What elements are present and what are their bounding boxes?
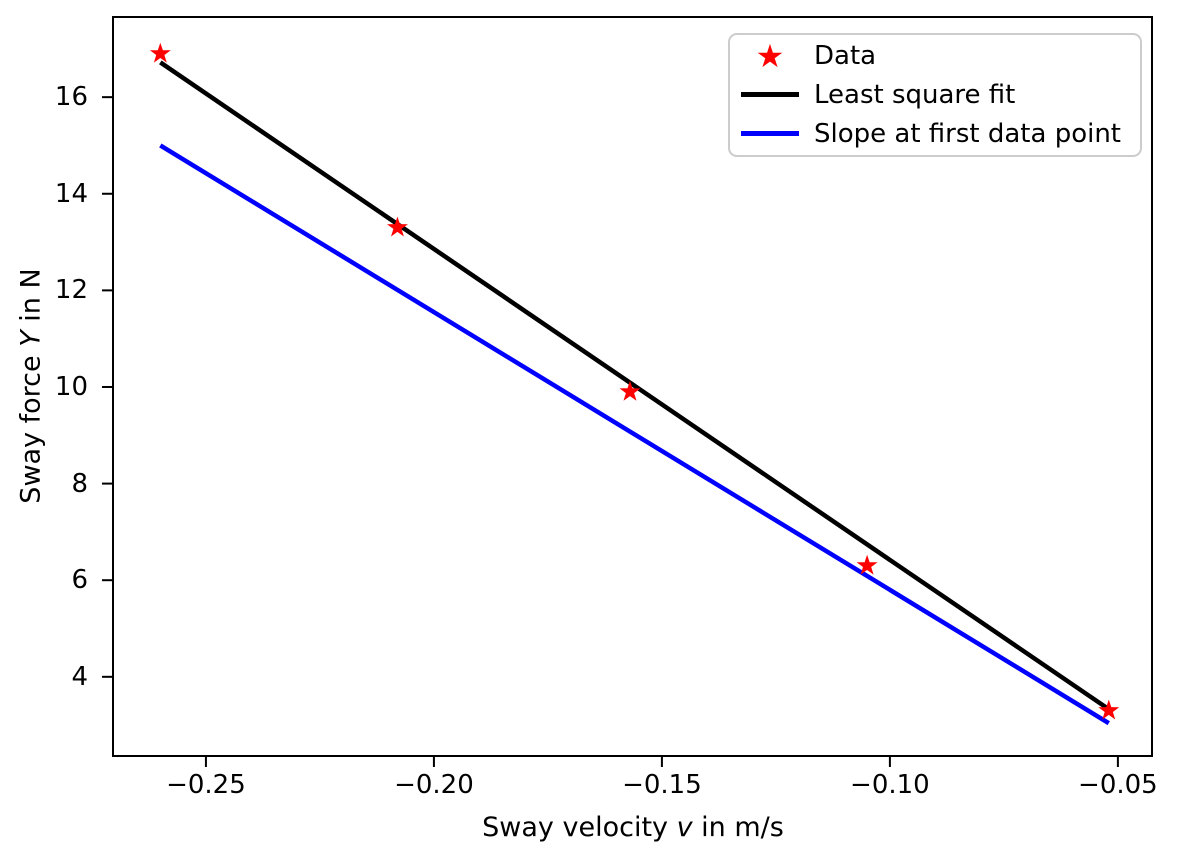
legend-item-least-square-fit: Least square fit	[730, 76, 1140, 114]
line-sample-icon-blue	[740, 131, 800, 137]
legend-label-least-square-fit: Least square fit	[814, 79, 1016, 110]
x-tick-label: −0.15	[622, 770, 702, 800]
y-tick-label: 16	[54, 82, 88, 113]
legend-item-data: ★ Data	[730, 37, 1140, 75]
x-axis-label-post: in m/s	[692, 812, 784, 843]
x-tick-label: −0.20	[394, 770, 474, 800]
y-tick-label: 6	[71, 565, 88, 596]
data-point-star-marker	[1098, 699, 1120, 720]
x-axis-label-pre: Sway velocity	[482, 812, 677, 843]
y-tick-label: 12	[54, 275, 88, 306]
legend: ★ Data Least square fit Slope at first d…	[728, 33, 1142, 157]
line-sample-icon-black	[740, 92, 800, 98]
plot-frame	[112, 16, 1153, 757]
slope-line	[159, 143, 1110, 726]
y-axis-label-var: Y	[15, 330, 47, 347]
legend-item-slope-first-point: Slope at first data point	[730, 115, 1140, 153]
legend-label-data: Data	[814, 41, 877, 72]
data-point-star-marker	[619, 380, 641, 401]
y-tick-label: 14	[54, 178, 88, 209]
data-point-star-marker	[387, 216, 408, 237]
x-axis-label: Sway velocity v in m/s	[482, 812, 784, 843]
data-point-star-marker	[856, 554, 878, 575]
star-glyph: ★	[755, 37, 785, 76]
y-tick-label: 8	[71, 468, 88, 499]
x-tick-label: −0.25	[166, 770, 246, 800]
y-tick-label: 10	[54, 371, 88, 402]
least-square-fit-line	[159, 60, 1111, 712]
x-tick-label: −0.05	[1078, 770, 1158, 800]
y-tick-label: 4	[71, 661, 88, 692]
legend-label-slope-first-point: Slope at first data point	[814, 118, 1121, 149]
x-axis-label-var: v	[676, 812, 693, 843]
star-marker-icon: ★	[740, 40, 800, 72]
data-point-star-marker	[149, 42, 171, 63]
x-tick-label: −0.10	[850, 770, 930, 800]
